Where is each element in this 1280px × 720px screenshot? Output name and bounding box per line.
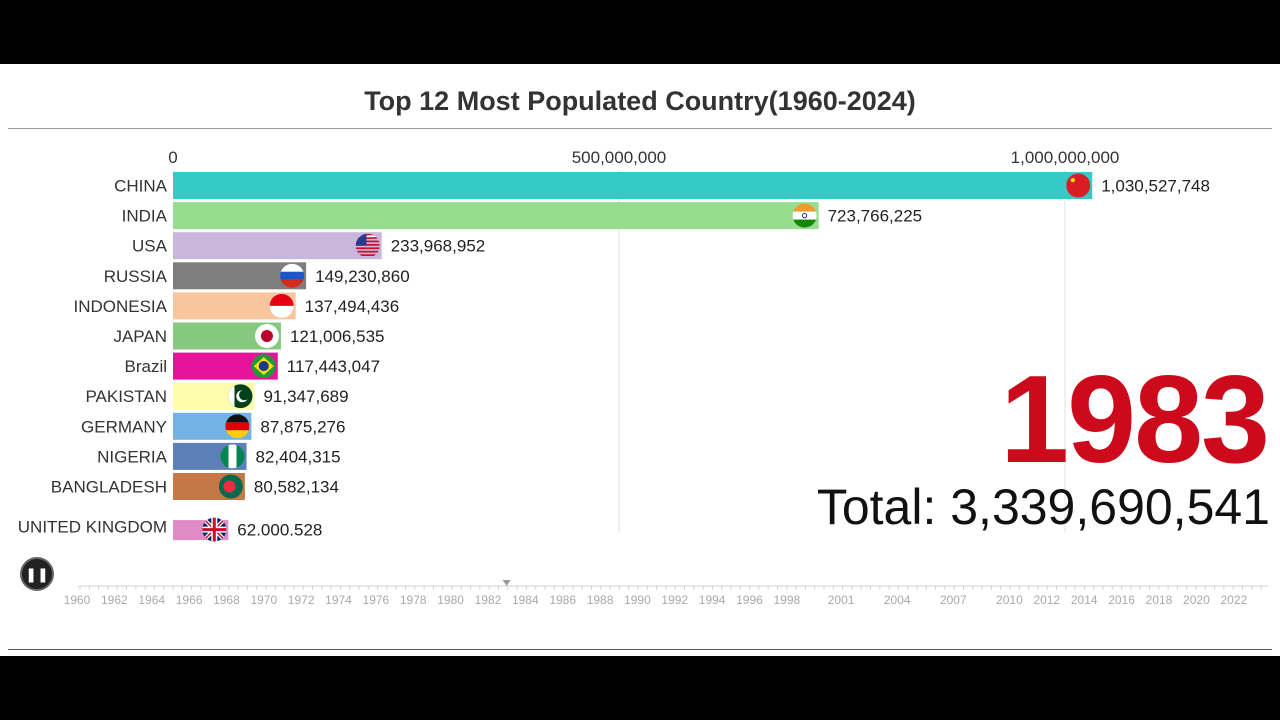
timeline-label[interactable]: 1988 [587, 593, 614, 607]
value-label: 62.000.528 [237, 521, 322, 540]
timeline-label[interactable]: 2014 [1071, 593, 1098, 607]
timeline-label[interactable]: 1994 [699, 593, 726, 607]
category-label: USA [132, 237, 168, 256]
timeline-label[interactable]: 2022 [1220, 593, 1247, 607]
timeline-label[interactable]: 1976 [363, 593, 390, 607]
bar-row-russia: RUSSIA 149,230,860 [104, 262, 410, 290]
bar-row-india: INDIA 723,766,225 [122, 202, 923, 230]
uk-flag-icon [202, 517, 227, 542]
category-label: NIGERIA [97, 447, 168, 466]
timeline-label[interactable]: 1986 [549, 593, 576, 607]
timeline-label[interactable]: 1966 [176, 593, 203, 607]
bottom-divider [8, 649, 1272, 650]
timeline-label[interactable]: 2016 [1108, 593, 1135, 607]
timeline-marker[interactable] [502, 580, 511, 586]
value-label: 82,404,315 [256, 447, 341, 466]
value-label: 121,006,535 [290, 327, 385, 346]
bar-row-united-kingdom: UNITED KINGDOM 62.000.528 [18, 517, 322, 542]
japan-flag-icon [254, 324, 279, 348]
play-pause-button[interactable]: ❚❚ [20, 557, 54, 591]
pakistan-flag-icon [228, 384, 253, 409]
timeline-label[interactable]: 2007 [940, 593, 967, 607]
title-divider [8, 128, 1272, 129]
x-axis: 0 500,000,000 1,000,000,000 [168, 148, 1119, 167]
category-label: PAKISTAN [85, 387, 167, 406]
value-label: 1,030,527,748 [1101, 177, 1210, 196]
nigeria-flag-icon [220, 444, 245, 469]
timeline-label[interactable]: 1970 [250, 593, 277, 607]
bangladesh-flag-icon [218, 474, 243, 499]
chart-stage: Top 12 Most Populated Country(1960-2024)… [0, 64, 1280, 656]
timeline-label[interactable]: 1962 [101, 593, 128, 607]
bars: CHINA 1,030,527,748 INDIA 723,766,225 USA 233… [18, 172, 1210, 542]
bar-row-pakistan: PAKISTAN 91,347,689 [85, 382, 349, 410]
value-label: 233,968,952 [391, 237, 486, 256]
current-year: 1983 [1000, 351, 1270, 489]
indonesia-flag-icon [269, 293, 294, 318]
timeline-label[interactable]: 1984 [512, 593, 539, 607]
category-label: GERMANY [81, 417, 167, 436]
value-label: 723,766,225 [828, 207, 923, 226]
pause-icon: ❚❚ [25, 565, 49, 582]
category-label: UNITED KINGDOM [18, 518, 167, 537]
timeline-label[interactable]: 1960 [64, 593, 91, 607]
timeline-label[interactable]: 1990 [624, 593, 651, 607]
bar [173, 172, 1093, 199]
value-label: 80,582,134 [254, 478, 339, 497]
category-label: INDIA [122, 207, 168, 226]
timeline-label[interactable]: 1982 [475, 593, 502, 607]
category-label: BANGLADESH [51, 478, 167, 497]
bar-chart: 0 500,000,000 1,000,000,000 CHINA 1,030,527… [18, 148, 1268, 607]
timeline-label[interactable]: 1964 [138, 593, 165, 607]
category-label: INDONESIA [73, 297, 167, 316]
category-label: CHINA [114, 177, 168, 196]
bar-row-bangladesh: BANGLADESH 80,582,134 [51, 473, 339, 500]
total-population: Total: 3,339,690,541 [816, 479, 1270, 535]
value-label: 149,230,860 [315, 267, 410, 286]
x-tick-label: 500,000,000 [572, 148, 667, 167]
china-flag-icon [1066, 173, 1091, 198]
timeline-label[interactable]: 1980 [437, 593, 464, 607]
bar-row-germany: GERMANY 87,875,276 [81, 412, 345, 440]
category-label: JAPAN [113, 327, 167, 346]
germany-flag-icon [225, 414, 250, 439]
chart-title: Top 12 Most Populated Country(1960-2024) [364, 86, 916, 116]
brazil-flag-icon [251, 354, 276, 379]
bar [173, 232, 382, 260]
timeline-label[interactable]: 2020 [1183, 593, 1210, 607]
timeline-label[interactable]: 1992 [661, 593, 688, 607]
timeline-label[interactable]: 1974 [325, 593, 352, 607]
x-tick-label: 1,000,000,000 [1011, 148, 1120, 167]
category-label: Brazil [124, 357, 167, 376]
bar-row-nigeria: NIGERIA 82,404,315 [97, 442, 341, 470]
value-label: 91,347,689 [263, 387, 348, 406]
timeline-label[interactable]: 1972 [288, 593, 315, 607]
timeline-label[interactable]: 2004 [884, 593, 911, 607]
russia-flag-icon [280, 263, 305, 288]
grid-lines [618, 170, 1066, 532]
timeline-label[interactable]: 1978 [400, 593, 427, 607]
bar-row-usa: USA 233,968,952 [132, 232, 486, 260]
bar-row-indonesia: INDONESIA 137,494,436 [73, 292, 400, 320]
bar-row-china: CHINA 1,030,527,748 [114, 172, 1210, 199]
timeline-label[interactable]: 1996 [736, 593, 763, 607]
bar [173, 202, 819, 230]
timeline[interactable]: 1960 1962 1964 1966 1968 1970 1972 1974 1976 1978… [64, 580, 1268, 607]
timeline-label[interactable]: 1968 [213, 593, 240, 607]
india-flag-icon [792, 203, 817, 228]
timeline-label[interactable]: 2010 [996, 593, 1023, 607]
usa-flag-icon [355, 233, 380, 256]
timeline-label[interactable]: 2012 [1033, 593, 1060, 607]
value-label: 87,875,276 [260, 417, 345, 436]
bar-row-japan: JAPAN 121,006,535 [113, 322, 385, 350]
value-label: 117,443,047 [287, 357, 380, 376]
timeline-label[interactable]: 2001 [828, 593, 855, 607]
x-tick-label: 0 [168, 148, 177, 167]
timeline-label[interactable]: 1998 [773, 593, 800, 607]
value-label: 137,494,436 [305, 297, 400, 316]
timeline-label[interactable]: 2018 [1146, 593, 1173, 607]
bar-row-brazil: Brazil 117,443,047 [124, 352, 380, 380]
category-label: RUSSIA [104, 267, 168, 286]
